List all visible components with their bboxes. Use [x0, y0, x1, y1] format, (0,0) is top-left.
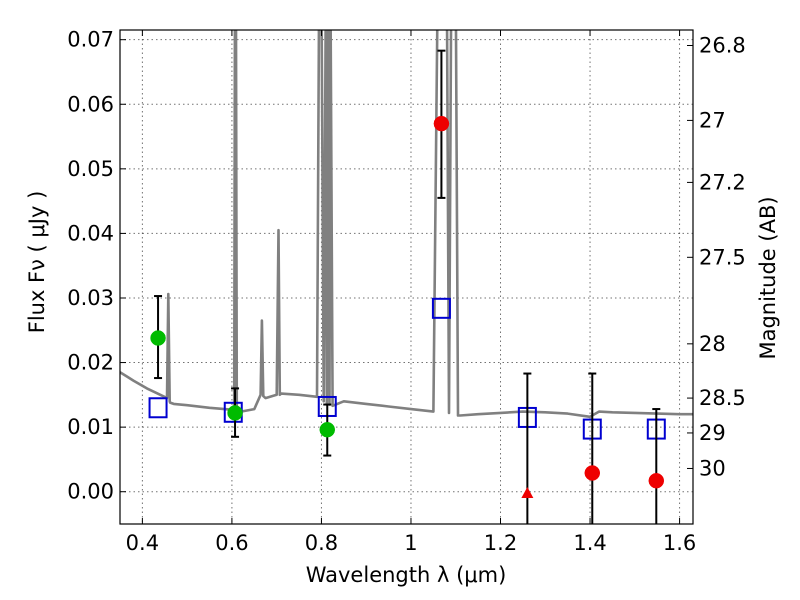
x-axis-title: Wavelength λ (μm)	[306, 563, 507, 587]
x-tick-label: 1	[404, 531, 417, 555]
y2-axis-title: Magnitude (AB)	[756, 196, 780, 359]
plot-area	[120, 30, 693, 524]
y-tick-label: 0.00	[67, 480, 114, 504]
y-tick-label: 0.06	[67, 92, 114, 116]
model-square-point	[431, 297, 451, 319]
y2-tick-label: 29	[699, 421, 726, 445]
observed-flux-point	[227, 405, 243, 421]
observed-flux-point	[648, 472, 665, 489]
plot-frame	[119, 29, 694, 525]
y2-tick-label: 27.2	[699, 170, 746, 194]
x-tick-label: 1.6	[663, 531, 696, 555]
y2-tick-label: 28	[699, 332, 726, 356]
triangle-flux-point	[521, 487, 534, 499]
x-tick-label: 0.8	[305, 531, 338, 555]
observed-flux-point	[150, 330, 166, 346]
x-tick-label: 1.2	[484, 531, 517, 555]
y-tick-label: 0.07	[67, 28, 114, 52]
observed-flux-point	[584, 465, 601, 481]
y2-tick-label: 27.5	[699, 245, 746, 269]
y2-tick-label: 26.8	[699, 33, 746, 57]
y2-tick-label: 30	[699, 456, 726, 480]
y-axis-title: Flux Fν ( μJy )	[25, 191, 49, 334]
x-tick-label: 1.4	[573, 531, 606, 555]
x-tick-label: 0.4	[126, 531, 159, 555]
y-tick-label: 0.02	[67, 351, 114, 375]
observed-flux-point	[433, 115, 450, 132]
model-square-point	[148, 397, 168, 419]
y-tick-label: 0.04	[67, 221, 114, 245]
y2-tick-label: 28.5	[699, 386, 746, 410]
y2-tick-label: 27	[699, 108, 726, 132]
y-tick-label: 0.03	[67, 286, 114, 310]
axes: 0.4 0.6 0.8 1 1.2 1.4 1.6 0.00 0.01 0.02 0.03 0.04 0…	[67, 28, 746, 555]
observed-flux-point	[319, 421, 336, 438]
x-tick-label: 0.6	[215, 531, 248, 555]
grid-lines	[120, 30, 693, 524]
y-tick-label: 0.05	[67, 157, 114, 181]
y-tick-label: 0.01	[67, 415, 114, 439]
